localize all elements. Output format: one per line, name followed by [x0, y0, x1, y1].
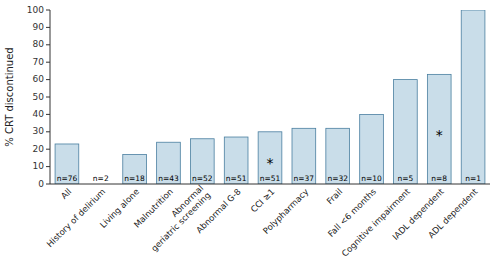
bar	[427, 74, 451, 184]
n-label: n=5	[397, 174, 413, 183]
n-label: n=2	[93, 174, 109, 183]
n-label: n=32	[327, 174, 348, 183]
y-tick	[46, 131, 50, 132]
y-tick-label: 40	[33, 109, 45, 119]
x-tick-label: Abnormal G-8	[194, 186, 243, 235]
x-tick-label: Malnutrition	[132, 186, 175, 229]
y-tick-label: 20	[33, 144, 45, 154]
y-axis-label: % CRT discontinued	[4, 47, 15, 146]
n-label: n=1	[465, 174, 481, 183]
y-tick-label: 30	[33, 126, 45, 136]
y-tick	[46, 184, 50, 185]
y-tick	[46, 114, 50, 115]
n-label: n=51	[226, 174, 247, 183]
x-tick-label: History of delirium	[45, 186, 108, 249]
y-tick-label: 70	[33, 57, 45, 67]
y-tick	[46, 10, 50, 11]
bar	[258, 132, 282, 184]
bar	[360, 114, 384, 184]
x-tick-label: All	[59, 186, 74, 201]
y-tick-label: 80	[33, 39, 45, 49]
x-tick-label: Polypharmacy	[261, 186, 310, 235]
x-tick-label-line: ADL dependent	[426, 186, 480, 240]
x-tick-label-line: CCI ≥1	[249, 186, 277, 214]
bars	[55, 10, 485, 184]
bar	[157, 142, 181, 184]
y-tick-label: 10	[33, 161, 45, 171]
x-tick-label-line: Frail	[325, 186, 345, 206]
x-tick-label-line: All	[59, 186, 74, 201]
bar	[461, 10, 485, 184]
x-tick-label: CCI ≥1	[249, 186, 277, 214]
x-tick-label: Frail	[325, 186, 345, 206]
y-tick-label: 90	[33, 22, 45, 32]
y-tick	[46, 44, 50, 45]
y-tick	[46, 27, 50, 28]
x-tick-label-line: Abnormal G-8	[194, 186, 243, 235]
y-tick	[46, 62, 50, 63]
x-tick-label-line: Polypharmacy	[261, 186, 310, 235]
x-axis	[50, 184, 490, 185]
bar	[224, 137, 248, 184]
n-label: n=76	[57, 174, 78, 183]
bar	[190, 139, 214, 184]
y-tick	[46, 166, 50, 167]
y-tick-label: 0	[38, 179, 44, 189]
bar	[55, 144, 79, 184]
x-tick-label-line: Malnutrition	[132, 186, 175, 229]
x-tick-label: ADL dependent	[426, 186, 480, 240]
n-label: n=8	[431, 174, 447, 183]
n-label: n=51	[260, 174, 281, 183]
chart: 0 10 20 30 40 50 60 70 80 90 100 % CRT discontinued…	[0, 0, 500, 280]
n-label: n=43	[158, 174, 179, 183]
x-tick-label: Abnormalgeriatric screening	[142, 183, 212, 253]
annotation: *	[436, 127, 443, 143]
n-label: n=18	[124, 174, 145, 183]
y-tick	[46, 97, 50, 98]
bar	[326, 128, 350, 184]
y-tick	[46, 149, 50, 150]
y-tick-label: 50	[33, 92, 45, 102]
bar	[292, 128, 316, 184]
bar	[123, 154, 147, 184]
y-tick	[46, 79, 50, 80]
n-label: n=10	[361, 174, 382, 183]
bar	[394, 80, 418, 184]
x-tick-label-line: History of delirium	[45, 186, 108, 249]
n-label: n=37	[294, 174, 315, 183]
y-tick-label: 100	[27, 5, 44, 15]
n-label: n=52	[192, 174, 213, 183]
annotation: *	[267, 155, 274, 171]
y-tick-label: 60	[33, 74, 45, 84]
